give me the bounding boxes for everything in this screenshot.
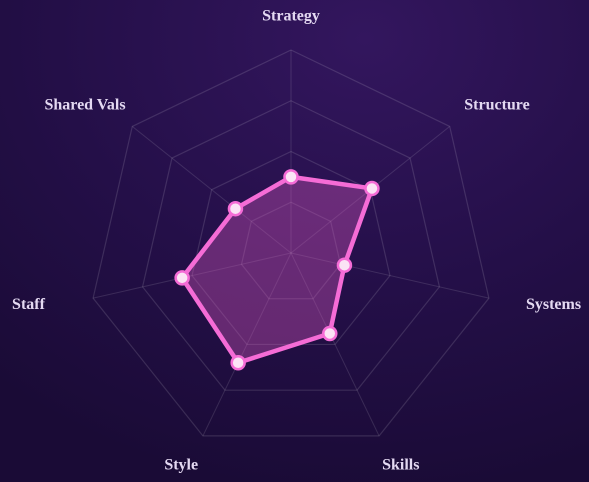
grid-ring <box>141 100 441 391</box>
axis-label: Shared Vals <box>44 97 125 114</box>
grid-ring <box>92 49 490 437</box>
axis-label: Staff <box>12 296 46 313</box>
data-area <box>179 174 375 365</box>
axis-label: Strategy <box>262 8 320 25</box>
axis-label: Skills <box>382 456 419 473</box>
data-point <box>174 270 190 286</box>
axis-label: Style <box>164 456 198 473</box>
data-point <box>336 257 353 273</box>
spoke <box>131 126 292 254</box>
spoke <box>290 252 490 299</box>
data-point <box>230 354 246 371</box>
data-point <box>283 169 299 185</box>
grid-ring <box>240 201 342 300</box>
data-point <box>227 200 244 217</box>
spoke <box>92 252 292 299</box>
axis-label: Structure <box>464 97 529 114</box>
data-point <box>364 180 380 197</box>
axis-label: Systems <box>526 296 581 313</box>
data-point <box>322 325 338 342</box>
spoke <box>202 252 292 437</box>
spoke <box>290 252 380 437</box>
